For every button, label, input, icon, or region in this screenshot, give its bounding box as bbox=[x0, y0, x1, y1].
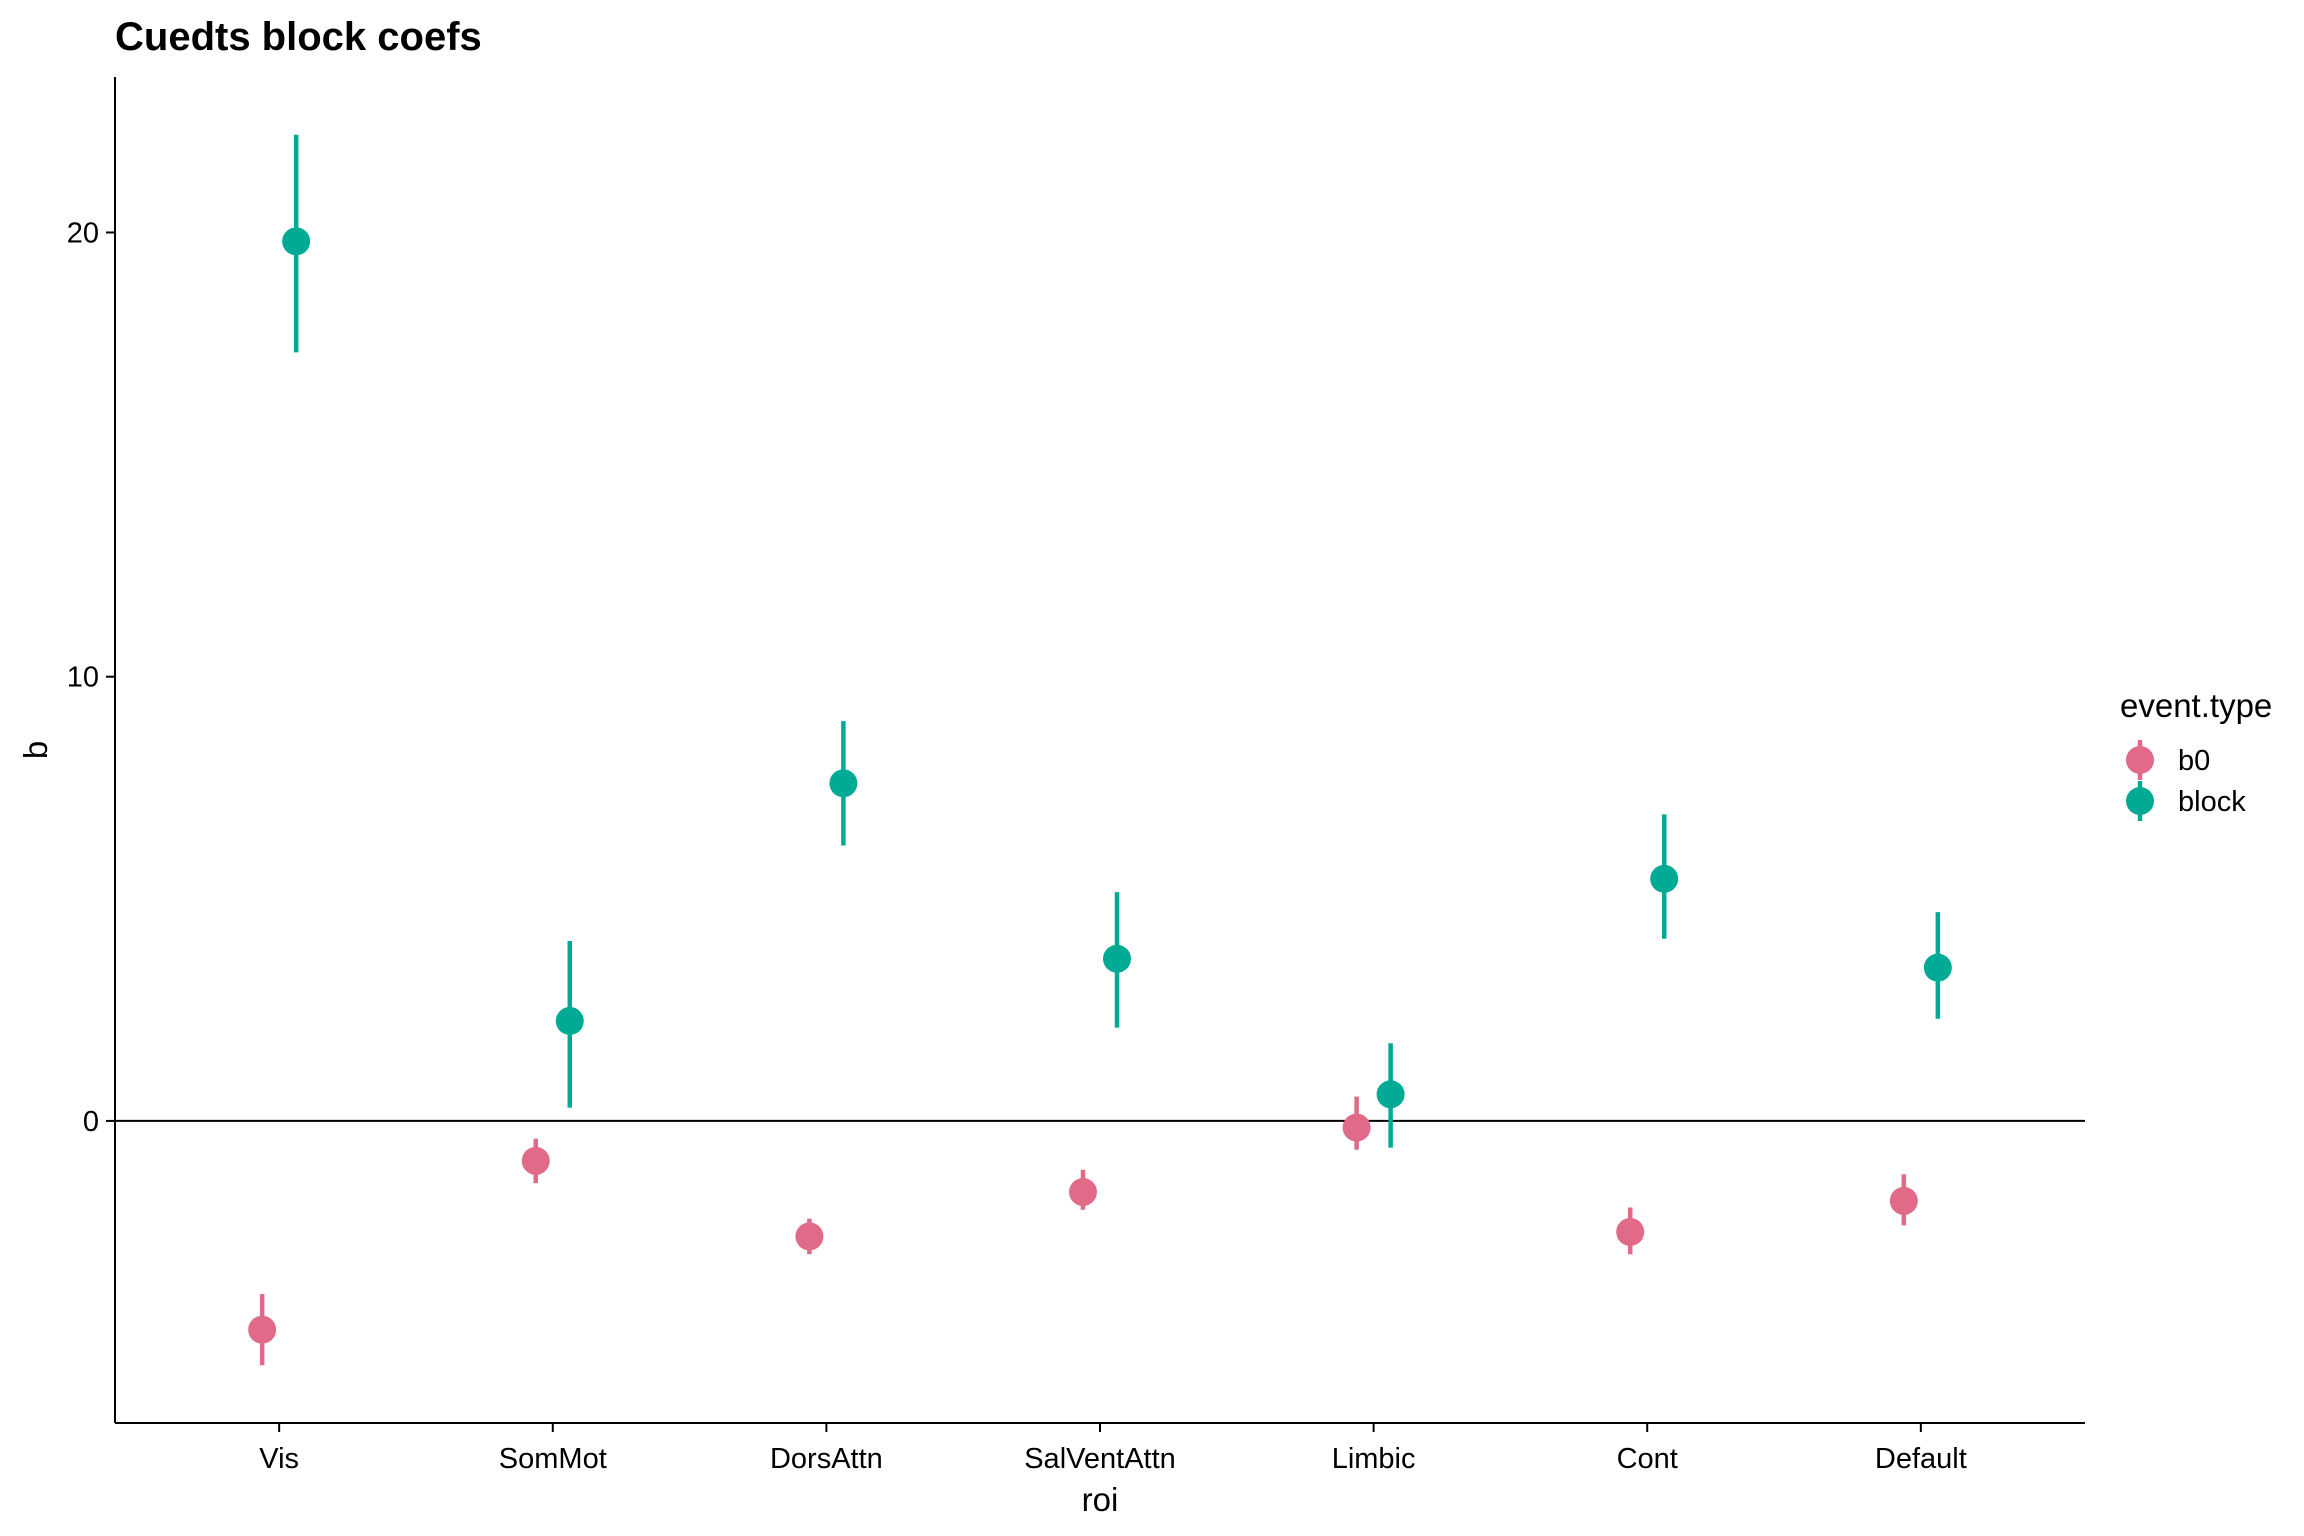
y-tick-label: 10 bbox=[67, 662, 99, 694]
data-point bbox=[1650, 865, 1678, 893]
data-point bbox=[1890, 1187, 1918, 1215]
x-axis-title: roi bbox=[1082, 1481, 1119, 1518]
series-b0 bbox=[248, 1096, 1918, 1365]
legend-title: event.type bbox=[2120, 687, 2272, 724]
x-tick-label: SalVentAttn bbox=[1024, 1443, 1176, 1475]
data-point bbox=[1343, 1114, 1371, 1142]
y-ticks: 0 10 20 bbox=[67, 217, 115, 1137]
legend-key-block bbox=[2126, 787, 2154, 815]
y-axis-title: b bbox=[17, 741, 54, 759]
x-ticks: Vis SomMot DorsAttn SalVentAttn Limbic Cont De… bbox=[259, 1423, 1966, 1475]
data-point bbox=[1103, 945, 1131, 973]
legend-label: block bbox=[2178, 786, 2246, 818]
x-tick-label: SomMot bbox=[499, 1443, 607, 1475]
data-point bbox=[829, 769, 857, 797]
data-marks bbox=[248, 135, 1952, 1366]
y-tick-label: 20 bbox=[67, 217, 99, 249]
series-block bbox=[282, 135, 1952, 1148]
chart-title: Cuedts block coefs bbox=[115, 15, 482, 59]
x-tick-label: Cont bbox=[1617, 1443, 1678, 1475]
x-tick-label: Vis bbox=[259, 1443, 299, 1475]
legend: event.type b0 block bbox=[2120, 687, 2272, 821]
data-point bbox=[1616, 1218, 1644, 1246]
axes bbox=[115, 77, 2085, 1423]
data-point bbox=[1377, 1080, 1405, 1108]
legend-key-b0 bbox=[2126, 746, 2154, 774]
data-point bbox=[795, 1222, 823, 1250]
data-point bbox=[282, 227, 310, 255]
legend-label: b0 bbox=[2178, 745, 2210, 777]
y-tick-label: 0 bbox=[83, 1106, 99, 1138]
data-point bbox=[522, 1147, 550, 1175]
x-tick-label: Default bbox=[1875, 1443, 1967, 1475]
x-tick-label: DorsAttn bbox=[770, 1443, 883, 1475]
data-point bbox=[1924, 954, 1952, 982]
data-point bbox=[556, 1007, 584, 1035]
data-point bbox=[248, 1316, 276, 1344]
data-point bbox=[1069, 1178, 1097, 1206]
x-tick-label: Limbic bbox=[1332, 1443, 1416, 1475]
